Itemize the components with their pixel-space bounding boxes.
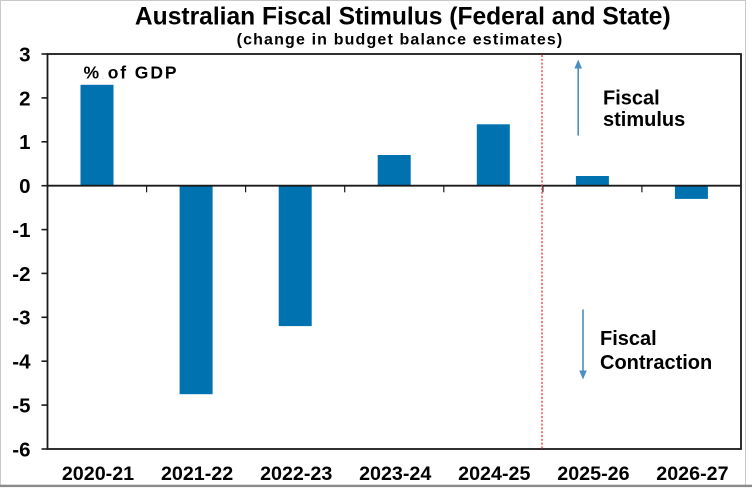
- svg-text:1: 1: [19, 131, 30, 154]
- svg-text:2023-24: 2023-24: [359, 463, 431, 485]
- svg-text:2: 2: [19, 87, 30, 110]
- svg-text:-4: -4: [12, 351, 31, 374]
- svg-text:stimulus: stimulus: [603, 109, 685, 131]
- svg-text:0: 0: [19, 175, 30, 198]
- svg-text:-6: -6: [12, 438, 30, 461]
- svg-text:Fiscal: Fiscal: [600, 328, 657, 350]
- svg-text:2021-22: 2021-22: [161, 463, 233, 485]
- svg-text:-5: -5: [12, 394, 30, 417]
- svg-text:2025-26: 2025-26: [557, 463, 629, 485]
- svg-text:% of GDP: % of GDP: [84, 63, 179, 83]
- svg-text:3: 3: [19, 43, 30, 66]
- svg-text:2024-25: 2024-25: [458, 463, 530, 485]
- svg-text:Australian Fiscal Stimulus (Fe: Australian Fiscal Stimulus (Federal and …: [135, 4, 671, 31]
- svg-text:2026-27: 2026-27: [656, 463, 728, 485]
- svg-text:-1: -1: [12, 219, 30, 242]
- svg-text:2022-23: 2022-23: [260, 463, 332, 485]
- svg-text:(change in budget balance esti: (change in budget balance estimates): [237, 32, 564, 49]
- svg-text:2020-21: 2020-21: [62, 463, 134, 485]
- svg-text:Contraction: Contraction: [600, 352, 712, 374]
- svg-text:-3: -3: [12, 307, 30, 330]
- svg-text:Fiscal: Fiscal: [603, 87, 660, 109]
- svg-text:-2: -2: [12, 263, 30, 286]
